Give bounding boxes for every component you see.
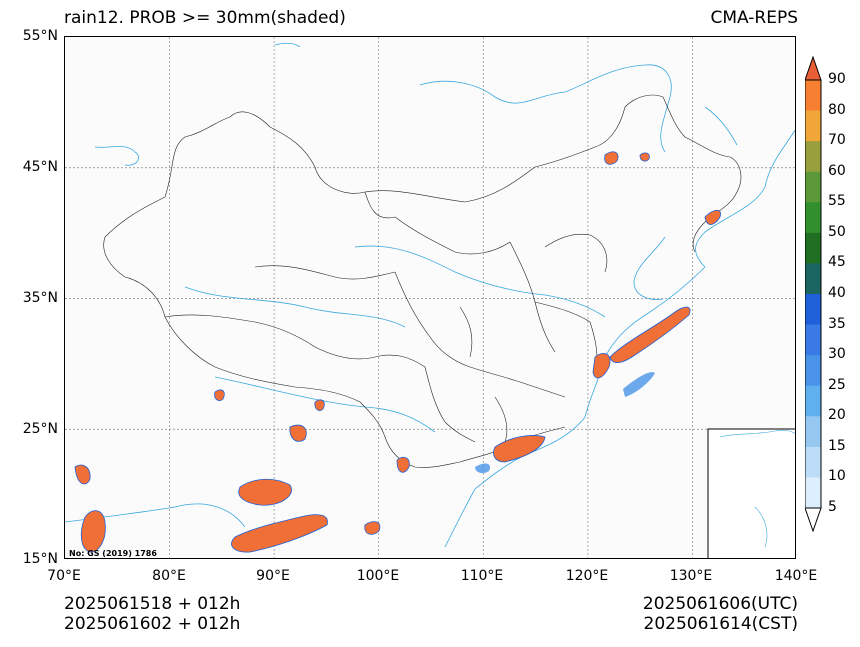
init-time-block: 2025061518 + 012h 2025061602 + 012h — [64, 594, 240, 634]
colorbar-tick-label: 35 — [828, 315, 846, 332]
map-panel: No: GS (2019) 1786 — [64, 36, 796, 559]
country-borders — [103, 94, 742, 468]
init-time-cst: 2025061602 + 012h — [64, 614, 241, 634]
colorbar-tick-label: 15 — [828, 437, 846, 454]
colorbar-tick-label: 90 — [828, 71, 846, 87]
lat-tick-25: 25°N — [22, 421, 58, 437]
colorbar-extend-min — [805, 507, 822, 532]
colorbar-segment — [805, 324, 821, 356]
map-title: rain12. PROB >= 30mm(shaded) — [64, 8, 346, 28]
colorbar-tick-label: 20 — [828, 407, 846, 424]
colorbar-tick-label: 30 — [828, 346, 846, 363]
init-time-utc: 2025061518 + 012h — [64, 594, 241, 614]
lat-tick-45: 45°N — [22, 159, 58, 175]
valid-time-utc: 2025061606(UTC) — [642, 594, 798, 614]
colorbar-segment — [805, 263, 821, 295]
rain-probability-shading — [74, 151, 721, 553]
colorbar-segment — [805, 385, 821, 417]
colorbar-tick-label: 25 — [828, 376, 846, 393]
coastlines — [65, 42, 795, 548]
colorbar-segment — [805, 416, 821, 448]
colorbar-tick-label: 60 — [828, 162, 846, 179]
colorbar-tick-label: 45 — [828, 254, 846, 271]
colorbar-tick-label: 70 — [828, 132, 846, 149]
colorbar-tick-label: 55 — [828, 193, 846, 210]
colorbar-extend-max — [805, 56, 822, 81]
colorbar-segment — [805, 202, 821, 234]
gridlines — [65, 37, 795, 558]
lon-tick-130: 130°E — [669, 568, 713, 584]
lon-tick-140: 140°E — [774, 568, 818, 584]
colorbar-segment — [805, 141, 821, 173]
colorbar-tick-label: 50 — [828, 223, 846, 240]
map-canvas: No: GS (2019) 1786 — [65, 37, 795, 558]
rain-probability-low — [475, 372, 655, 474]
colorbar-segment — [805, 446, 821, 478]
lon-tick-70: 70°E — [47, 568, 81, 584]
colorbar-segment — [805, 171, 821, 203]
colorbar-segment — [805, 110, 821, 142]
colorbar-tick-label: 5 — [828, 499, 837, 515]
colorbar-segment — [805, 294, 821, 326]
south-china-sea-inset — [707, 428, 795, 558]
colorbar-segment — [805, 80, 821, 112]
valid-time-block: 2025061606(UTC) 2025061614(CST) — [643, 594, 798, 634]
lon-tick-110: 110°E — [460, 568, 504, 584]
map-approval-number: No: GS (2019) 1786 — [69, 549, 157, 558]
colorbar — [805, 56, 822, 532]
model-name: CMA-REPS — [710, 8, 798, 28]
lon-tick-80: 80°E — [152, 568, 186, 584]
lon-tick-90: 90°E — [256, 568, 290, 584]
colorbar-tick-label: 40 — [828, 285, 846, 301]
colorbar-segment — [805, 355, 821, 387]
lat-tick-35: 35°N — [22, 290, 58, 306]
lon-tick-120: 120°E — [565, 568, 609, 584]
colorbar-segment — [805, 232, 821, 264]
lat-tick-55: 55°N — [22, 28, 58, 44]
lon-tick-100: 100°E — [356, 568, 400, 584]
colorbar-tick-label: 10 — [828, 468, 846, 485]
lat-tick-15: 15°N — [22, 551, 58, 567]
valid-time-cst: 2025061614(CST) — [643, 614, 798, 634]
colorbar-tick-label: 80 — [828, 101, 846, 118]
colorbar-segment — [805, 477, 821, 509]
